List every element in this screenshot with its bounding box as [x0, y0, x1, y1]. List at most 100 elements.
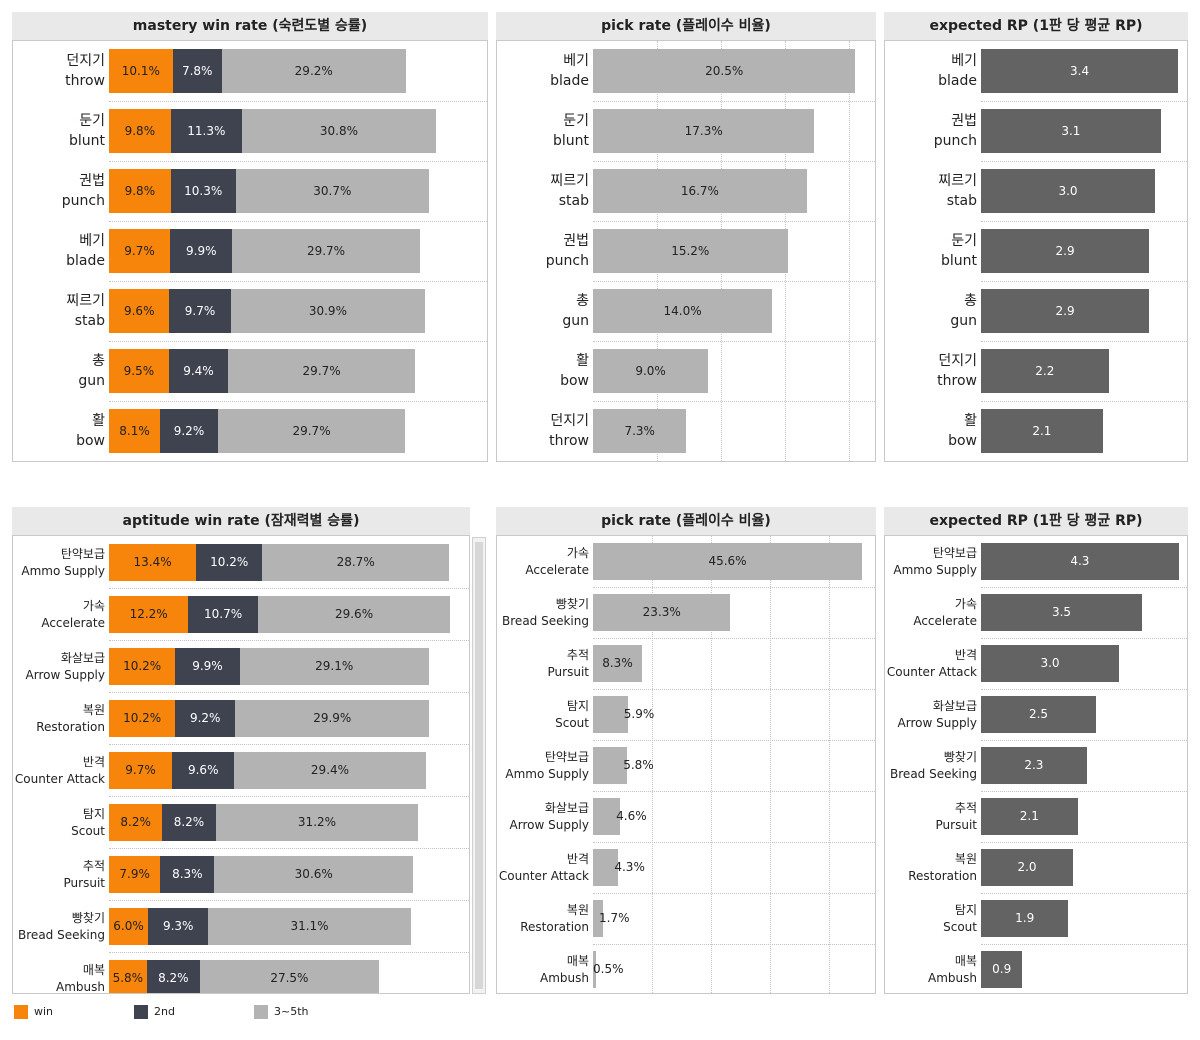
category-label: 빵찾기 Bread Seeking	[13, 910, 105, 944]
aptitude-pick-rate-panel: pick rate (플레이수 비율) 가속 Accelerate 45.6% 빵찾기…	[496, 507, 876, 994]
category-label: 활 bow	[497, 351, 589, 391]
category-label: 매복 Ambush	[885, 953, 977, 987]
panel-title: pick rate (플레이수 비율)	[496, 507, 876, 535]
row-separator	[593, 893, 875, 894]
row-separator	[593, 161, 875, 162]
bar	[593, 543, 863, 580]
bar	[593, 289, 773, 333]
bar	[981, 349, 1109, 393]
row-separator	[109, 161, 487, 162]
bar	[593, 900, 604, 937]
row-separator	[593, 281, 875, 282]
row-separator	[981, 401, 1187, 402]
bar-segment-win: 9.8%	[109, 169, 171, 213]
category-label-korean: 탐지	[954, 902, 977, 917]
category-label-korean: 둔기	[79, 113, 105, 129]
category-label-english: Scout	[555, 715, 589, 730]
bar-segment-2nd: 9.7%	[169, 289, 231, 333]
row-separator	[593, 740, 875, 741]
category-label: 추적 Pursuit	[885, 800, 977, 834]
category-label-korean: 빵찾기	[71, 910, 105, 925]
category-label: 추적 Pursuit	[497, 647, 589, 681]
bar	[981, 229, 1150, 273]
category-label-korean: 추적	[954, 800, 977, 815]
row-separator	[109, 692, 469, 693]
category-label-english: Arrow Supply	[509, 817, 589, 832]
category-label: 복원 Restoration	[13, 702, 105, 736]
category-label: 권법 punch	[885, 111, 977, 151]
category-label: 매복 Ambush	[13, 962, 105, 994]
category-label-english: blade	[938, 73, 977, 89]
bar-segment-3-5th: 29.6%	[257, 596, 451, 633]
mastery-win-rate-panel: mastery win rate (숙련도별 승률) 던지기 throw 10.1%…	[12, 12, 488, 462]
row-separator	[593, 689, 875, 690]
bar-segment-win: 6.0%	[109, 908, 148, 945]
category-label-korean: 가속	[566, 545, 589, 560]
category-label: 빵찾기 Bread Seeking	[885, 749, 977, 783]
category-label-english: Ammo Supply	[505, 766, 589, 781]
bar	[981, 49, 1179, 93]
category-label-english: Arrow Supply	[897, 715, 977, 730]
category-label-korean: 찌르기	[550, 173, 589, 189]
category-label-english: stab	[946, 193, 977, 209]
bar-segment-win: 9.7%	[109, 752, 173, 789]
category-label-english: Ambush	[56, 979, 105, 994]
panel-title: expected RP (1판 당 평균 RP)	[884, 12, 1188, 40]
category-label: 베기 blade	[497, 51, 589, 91]
bar-segment-win: 9.5%	[109, 349, 169, 393]
bar-segment-win: 9.6%	[109, 289, 170, 333]
bar-segment-3-5th: 29.4%	[234, 752, 426, 789]
bar-segment-win: 7.9%	[109, 856, 161, 893]
category-label-english: Pursuit	[63, 875, 105, 890]
category-label-english: blunt	[552, 133, 589, 149]
category-label: 총 gun	[885, 291, 977, 331]
vertical-scrollbar[interactable]	[472, 537, 486, 994]
category-label: 총 gun	[497, 291, 589, 331]
category-label-korean: 베기	[79, 233, 105, 249]
category-label: 찌르기 stab	[885, 171, 977, 211]
category-label-english: Restoration	[36, 719, 105, 734]
category-label-korean: 권법	[951, 113, 977, 129]
category-label-english: stab	[558, 193, 589, 209]
data-label: 0.9	[992, 962, 1012, 976]
category-label: 권법 punch	[13, 171, 105, 211]
bar-segment-win: 8.1%	[109, 409, 161, 453]
category-label-korean: 매복	[82, 962, 105, 977]
category-label: 화살보급 Arrow Supply	[13, 650, 105, 684]
bar	[593, 849, 619, 886]
category-label-english: Ambush	[540, 970, 589, 985]
legend-item-win: win	[14, 1004, 53, 1020]
category-label-english: punch	[933, 133, 977, 149]
data-label: 5.9%	[623, 707, 655, 721]
category-label-korean: 반격	[82, 754, 105, 769]
row-separator	[593, 944, 875, 945]
category-label-korean: 복원	[82, 702, 105, 717]
category-label-english: Restoration	[908, 868, 977, 883]
gridline	[652, 536, 653, 993]
gridline	[849, 41, 850, 461]
data-label: 7.3%	[624, 424, 655, 438]
row-separator	[109, 588, 469, 589]
category-label-korean: 복원	[566, 902, 589, 917]
category-label-korean: 던지기	[550, 413, 589, 429]
data-label: 45.6%	[708, 554, 747, 568]
bar-segment-2nd: 9.2%	[175, 700, 236, 737]
data-label: 3.4	[1070, 64, 1090, 78]
aptitude-win-rate-panel: aptitude win rate (잠재력별 승률) 탄약보급 Ammo Sup…	[12, 507, 488, 994]
category-label: 탄약보급 Ammo Supply	[885, 545, 977, 579]
bar-segment-3-5th: 27.5%	[200, 960, 379, 993]
category-label: 찌르기 stab	[13, 291, 105, 331]
row-separator	[109, 401, 487, 402]
bar-segment-2nd: 10.7%	[188, 596, 258, 633]
plot-area: 탄약보급 Ammo Supply 4.3 가속 Accelerate 3.5 반격 Count…	[884, 535, 1188, 994]
category-label-korean: 가속	[82, 598, 105, 613]
bar-segment-win: 9.8%	[109, 109, 171, 153]
category-label: 둔기 blunt	[497, 111, 589, 151]
bar	[593, 696, 628, 733]
category-label-korean: 화살보급	[544, 800, 589, 815]
bar-segment-3-5th: 30.9%	[230, 289, 426, 333]
category-label: 추적 Pursuit	[13, 858, 105, 892]
bar-segment-3-5th: 29.7%	[228, 349, 416, 393]
data-label: 1.9	[1015, 911, 1035, 925]
scrollbar-thumb[interactable]	[475, 542, 483, 989]
